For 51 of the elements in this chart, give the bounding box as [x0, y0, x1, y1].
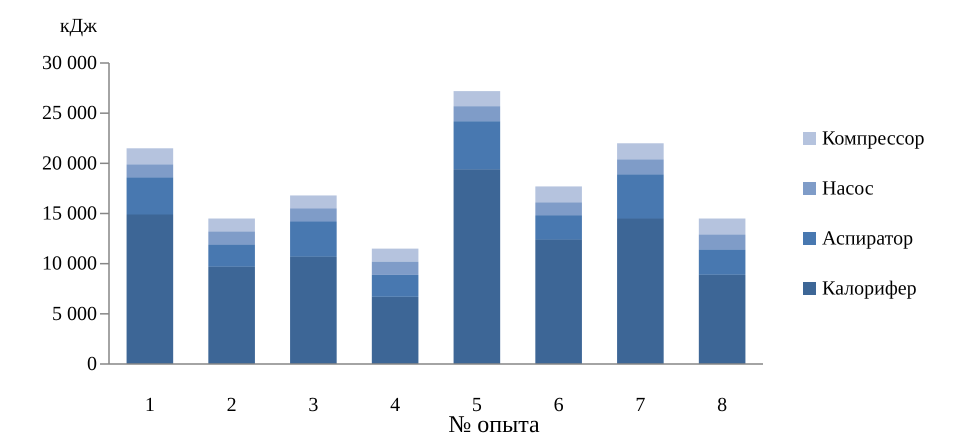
- legend-label: Калорифер: [822, 278, 917, 300]
- y-tick-label: 5 000: [52, 302, 97, 325]
- bar: [617, 143, 664, 160]
- bar: [126, 164, 174, 178]
- bar: [290, 256, 337, 364]
- bar: [617, 218, 664, 364]
- bar: [535, 240, 582, 364]
- y-tick-label: 30 000: [42, 52, 97, 74]
- bar: [454, 91, 500, 106]
- bar: [126, 177, 174, 215]
- x-tick-label: 8: [717, 394, 728, 416]
- x-tick-label: 4: [390, 394, 400, 416]
- x-tick-label: 7: [635, 394, 646, 416]
- bar: [535, 216, 582, 240]
- y-tick-label: 25 000: [42, 102, 97, 124]
- y-tick-label: 20 000: [42, 152, 97, 174]
- y-tick-label: 10 000: [42, 252, 97, 275]
- bar: [617, 174, 664, 219]
- x-tick-label: 1: [144, 394, 155, 416]
- bar: [372, 274, 418, 297]
- bar: [698, 274, 746, 364]
- bar: [698, 218, 746, 235]
- bar: [372, 262, 418, 275]
- bar: [126, 214, 174, 364]
- x-tick-label: 3: [308, 394, 318, 416]
- bar: [698, 234, 746, 250]
- bar: [454, 106, 500, 122]
- bar: [290, 208, 337, 222]
- x-tick-label: 2: [226, 394, 237, 416]
- x-tick-label: 6: [554, 394, 564, 416]
- bar: [290, 222, 337, 257]
- bar: [208, 266, 255, 364]
- bar: [454, 121, 500, 170]
- bar: [535, 202, 582, 216]
- legend-label: Аспиратор: [822, 228, 914, 250]
- bar: [208, 244, 255, 267]
- legend-label: Компрессор: [822, 128, 924, 150]
- y-tick-label: 0: [87, 353, 97, 375]
- bar: [208, 218, 255, 232]
- legend-label: Насос: [822, 178, 874, 200]
- bar: [454, 169, 500, 364]
- bar: [372, 296, 418, 364]
- bar: [617, 159, 664, 174]
- bar: [208, 232, 255, 245]
- y-tick-label: 15 000: [42, 202, 97, 224]
- y-axis-title: кДж: [60, 15, 98, 37]
- bar: [698, 250, 746, 275]
- bar: [126, 148, 174, 164]
- bar: [372, 248, 418, 262]
- bar: [290, 195, 337, 208]
- bar: [535, 186, 582, 202]
